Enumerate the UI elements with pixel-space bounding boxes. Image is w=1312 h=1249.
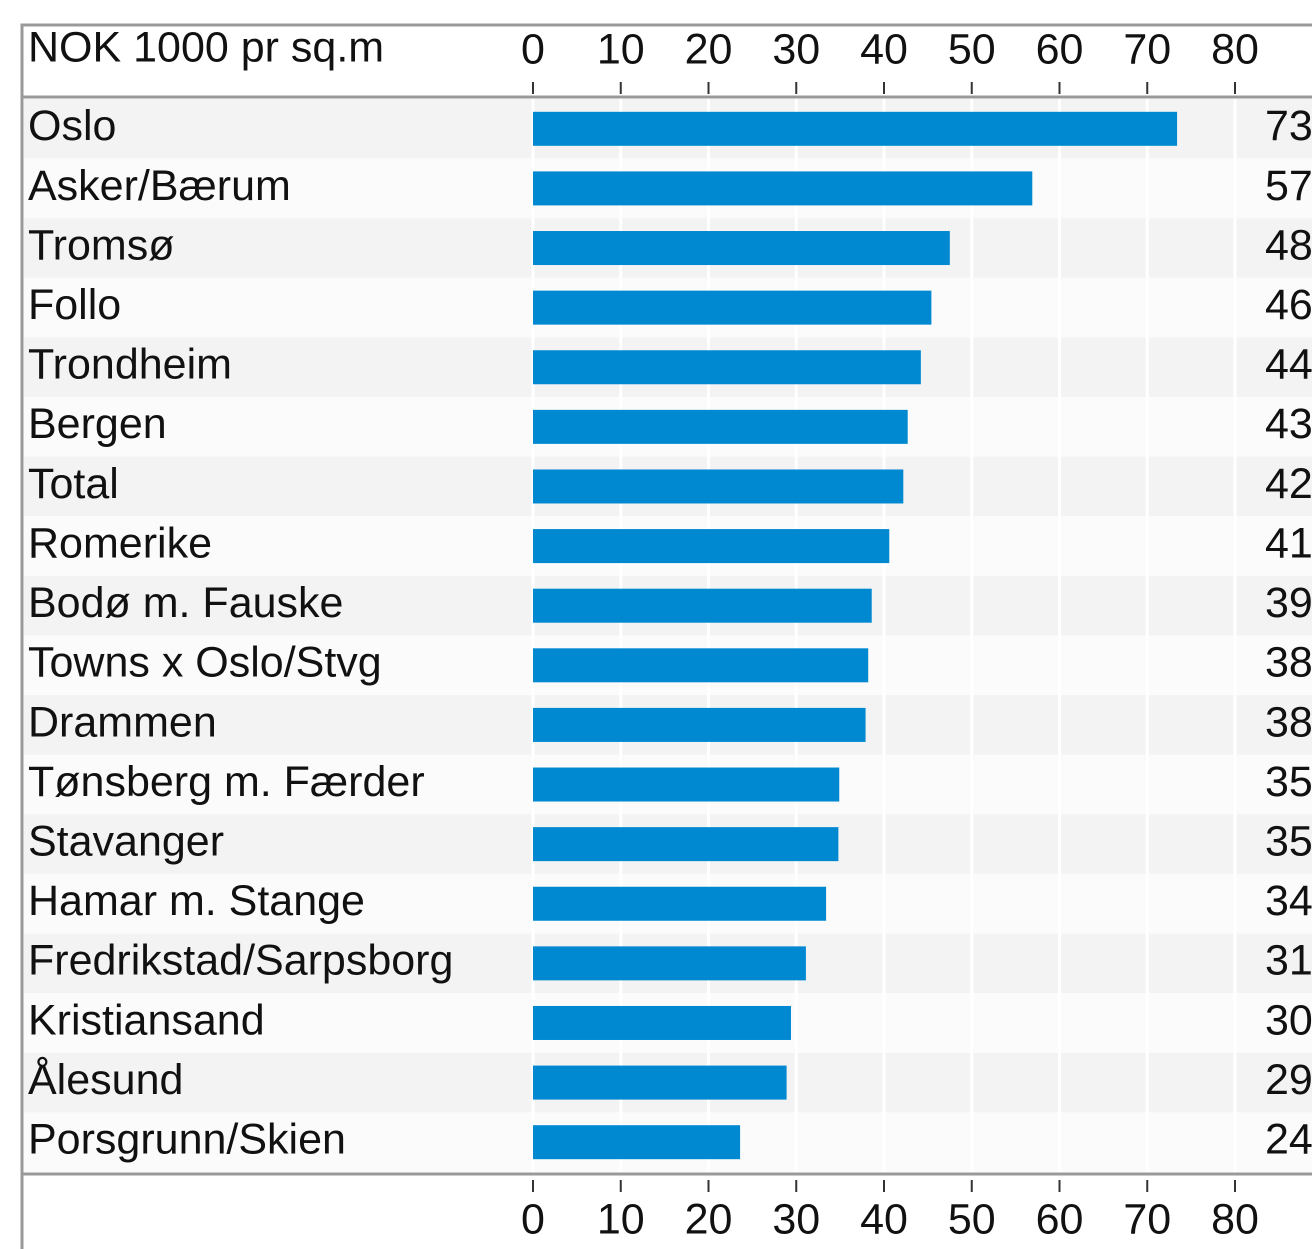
x-tick-label: 60 [1036, 25, 1084, 73]
value-label: 73 [1265, 102, 1312, 150]
y-tick-label: Romerike [28, 519, 212, 567]
y-tick-label: Ålesund [28, 1056, 183, 1104]
bar [533, 409, 908, 444]
y-tick-label: Stavanger [28, 817, 224, 865]
x-tick-label: 50 [948, 1195, 996, 1243]
bar [533, 350, 921, 385]
x-tick-label: 50 [948, 25, 996, 73]
y-tick-label: Tromsø [28, 221, 175, 269]
bar [533, 1005, 791, 1040]
value-label: 44 [1265, 341, 1312, 389]
x-tick-label: 60 [1036, 1195, 1084, 1243]
bar [533, 469, 904, 504]
bar [533, 231, 950, 266]
y-tick-label: Trondheim [28, 341, 232, 389]
x-tick-label: 0 [521, 1195, 545, 1243]
value-label: 35 [1265, 817, 1312, 865]
y-tick-label: Bergen [28, 400, 167, 448]
bar [533, 886, 827, 921]
y-tick-label: Total [28, 460, 119, 508]
y-tick-label: Bodø m. Fauske [28, 579, 343, 627]
x-tick-label: 20 [685, 1195, 733, 1243]
bar [533, 946, 806, 981]
value-label: 57 [1265, 162, 1312, 210]
value-label: 43 [1265, 400, 1312, 448]
bar [533, 529, 890, 564]
frame [20, 23, 1312, 1249]
y-tick-label: Fredrikstad/Sarpsborg [28, 937, 453, 985]
value-label: 38 [1265, 639, 1312, 687]
bar [533, 588, 872, 623]
value-label: 24 [1265, 1116, 1312, 1164]
bar [533, 171, 1033, 206]
y-tick-label: Kristiansand [28, 996, 265, 1044]
y-tick-label: Drammen [28, 698, 217, 746]
x-tick-label: 0 [521, 25, 545, 73]
bar [533, 111, 1178, 146]
bar [533, 648, 869, 683]
y-tick-label: Asker/Bærum [28, 162, 291, 210]
x-tick-label: 40 [860, 1195, 908, 1243]
bar [533, 1125, 741, 1160]
value-label: 41 [1265, 519, 1312, 567]
x-tick-label: 40 [860, 25, 908, 73]
value-label: 39 [1265, 579, 1312, 627]
value-label: 34 [1265, 877, 1312, 925]
value-label: 38 [1265, 698, 1312, 746]
x-tick-label: 80 [1211, 1195, 1259, 1243]
bar [533, 290, 932, 325]
x-tick-label: 20 [685, 25, 733, 73]
value-label: 35 [1265, 758, 1312, 806]
y-tick-label: Follo [28, 281, 121, 329]
value-label: 30 [1265, 996, 1312, 1044]
y-tick-label: Hamar m. Stange [28, 877, 365, 925]
value-label: 48 [1265, 221, 1312, 269]
x-tick-label: 70 [1123, 1195, 1171, 1243]
y-tick-label: Porsgrunn/Skien [28, 1116, 346, 1164]
value-label: 42 [1265, 460, 1312, 508]
x-tick-label: 80 [1211, 25, 1259, 73]
bar [533, 827, 839, 862]
y-tick-label: Oslo [28, 102, 116, 150]
bar [533, 1065, 787, 1100]
x-tick-label: 30 [772, 25, 820, 73]
x-tick-label: 70 [1123, 25, 1171, 73]
bar [533, 767, 840, 802]
x-tick-label: 10 [597, 25, 645, 73]
axis-label: NOK 1000 pr sq.m [28, 23, 384, 71]
y-tick-label: Tønsberg m. Færder [28, 758, 425, 806]
value-label: 29 [1265, 1056, 1312, 1104]
bar [533, 707, 866, 742]
value-label: 46 [1265, 281, 1312, 329]
x-tick-label: 10 [597, 1195, 645, 1243]
value-label: 31 [1265, 937, 1312, 985]
y-tick-label: Towns x Oslo/Stvg [28, 639, 382, 687]
x-tick-label: 30 [772, 1195, 820, 1243]
